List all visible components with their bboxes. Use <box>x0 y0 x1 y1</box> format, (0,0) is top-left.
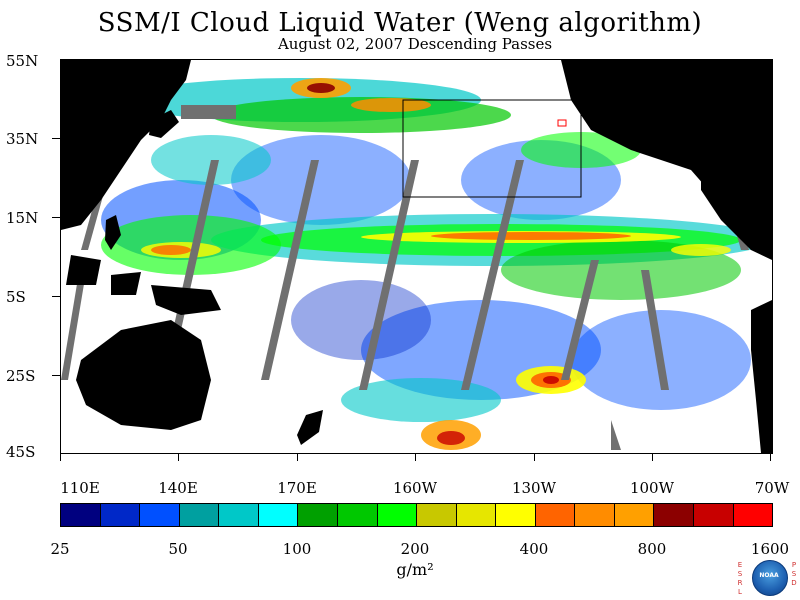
lon-tick <box>652 453 653 461</box>
lat-tick <box>52 138 60 139</box>
lat-label-35n: 35N <box>6 130 39 148</box>
colorbar-swatch <box>535 504 576 526</box>
units-label: g/m² <box>396 560 434 579</box>
lat-tick <box>52 375 60 376</box>
colorbar-swatch <box>496 504 536 526</box>
colorbar-label: 25 <box>50 540 70 558</box>
lon-tick <box>534 453 535 461</box>
colorbar-swatch <box>417 504 457 526</box>
noaa-logo-icon <box>752 560 788 596</box>
lat-label-25s: 25S <box>6 367 36 385</box>
colorbar-swatch <box>140 504 180 526</box>
colorbar-swatch <box>733 504 773 526</box>
colorbar-swatch <box>614 504 655 526</box>
lon-tick <box>60 453 61 461</box>
map-title: SSM/I Cloud Liquid Water (Weng algorithm… <box>97 8 703 38</box>
lon-tick <box>297 453 298 461</box>
map-subtitle: August 02, 2007 Descending Passes <box>277 35 553 53</box>
colorbar-swatch <box>337 504 378 526</box>
colorbar-label: 50 <box>168 540 188 558</box>
lat-tick <box>52 217 60 218</box>
colorbar-swatch <box>298 504 338 526</box>
colorbar-swatch <box>654 504 694 526</box>
map-canvas <box>61 60 772 453</box>
lon-tick <box>770 453 771 461</box>
colorbar-swatch <box>377 504 418 526</box>
lat-label-5s: 5S <box>6 288 26 306</box>
colorbar-label: 1600 <box>750 540 790 558</box>
colorbar-label: 800 <box>637 540 667 558</box>
colorbar-swatch <box>694 504 734 526</box>
lon-tick <box>178 453 179 461</box>
lat-label-45s: 45S <box>6 443 36 461</box>
lon-label-100w: 100W <box>629 479 675 497</box>
noaa-logo-text: NOAA <box>759 572 779 579</box>
colorbar-swatch <box>61 504 101 526</box>
lon-label-140e: 140E <box>158 479 198 497</box>
colorbar-swatch <box>100 504 141 526</box>
colorbar-label: 100 <box>282 540 312 558</box>
colorbar-label: 400 <box>519 540 549 558</box>
cloud-field <box>101 78 771 450</box>
colorbar-label: 200 <box>400 540 430 558</box>
lon-label-110e: 110E <box>60 479 100 497</box>
analysis-box <box>402 99 582 198</box>
lon-label-70w: 70W <box>754 479 790 497</box>
colorbar-swatch <box>219 504 259 526</box>
colorbar-swatch <box>456 504 497 526</box>
colorbar-swatch <box>575 504 615 526</box>
lon-label-130w: 130W <box>511 479 557 497</box>
marker-box <box>557 119 567 127</box>
colorbar-swatch <box>179 504 220 526</box>
colorbar-swatch <box>258 504 299 526</box>
cloud-water-map <box>60 59 773 454</box>
lon-label-170e: 170E <box>277 479 317 497</box>
lat-label-55n: 55N <box>6 52 39 70</box>
lon-tick <box>415 453 416 461</box>
lon-label-160w: 160W <box>392 479 438 497</box>
land-masses <box>61 60 772 453</box>
lat-tick <box>52 296 60 297</box>
color-scale-bar <box>60 503 773 527</box>
lat-label-15n: 15N <box>6 209 39 227</box>
swath-gaps <box>61 105 772 450</box>
